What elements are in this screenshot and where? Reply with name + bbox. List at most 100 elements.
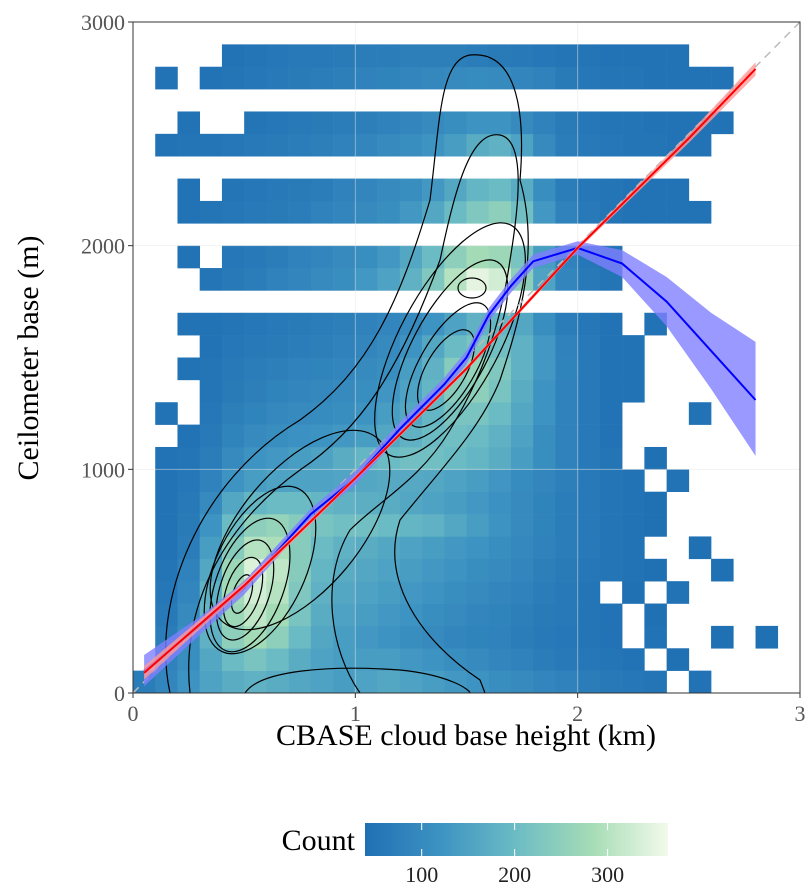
heatmap-cell	[599, 312, 623, 336]
heatmap-cell	[510, 111, 534, 135]
heatmap-cell	[711, 625, 734, 649]
heatmap-cell	[666, 111, 690, 135]
heatmap-cell	[244, 603, 267, 627]
heatmap-cell	[399, 536, 423, 560]
heatmap-cell	[533, 133, 556, 157]
heatmap-cell	[577, 402, 601, 425]
heatmap-cell	[399, 469, 423, 492]
heatmap-cell	[444, 670, 467, 694]
heatmap-cell	[288, 491, 312, 515]
heatmap-cell	[533, 424, 556, 448]
heatmap-cell	[155, 603, 178, 627]
heatmap-cell	[622, 491, 645, 515]
contour	[209, 517, 291, 653]
heatmap-cell	[688, 66, 712, 90]
heatmap-cell	[599, 357, 623, 381]
heatmap-cell	[333, 268, 356, 291]
heatmap-cell	[466, 178, 490, 202]
heatmap-cell	[599, 603, 623, 627]
heatmap-cell	[622, 357, 645, 381]
heatmap-cell	[533, 335, 556, 358]
heatmap-cell	[533, 581, 556, 604]
heatmap-cell	[622, 44, 645, 68]
heatmap-cell	[688, 133, 712, 157]
heatmap-cell	[622, 335, 645, 358]
heatmap-cell	[622, 514, 645, 537]
heatmap-cell	[355, 66, 378, 90]
heatmap-cell	[555, 44, 578, 68]
heatmap-cell	[399, 446, 423, 470]
heatmap-cell	[533, 200, 556, 224]
heatmap-cell	[333, 379, 356, 403]
heatmap-cell	[266, 491, 289, 515]
heatmap-cell	[266, 44, 289, 68]
heatmap-cell	[488, 670, 512, 694]
heatmap-cell	[422, 514, 445, 537]
heatmap-cell	[244, 335, 267, 358]
heatmap-cell	[399, 111, 423, 135]
heatmap-cell	[221, 491, 245, 515]
heatmap-cell	[666, 44, 690, 68]
heatmap-cell	[666, 648, 690, 671]
heatmap-cell	[510, 558, 534, 582]
heatmap-cell	[221, 245, 245, 269]
heatmap-cell	[422, 446, 445, 470]
heatmap-cell	[644, 200, 667, 224]
heatmap-cell	[155, 581, 178, 604]
heatmap-cell	[422, 491, 445, 515]
heatmap-cell	[355, 133, 378, 157]
contour	[374, 222, 526, 458]
heatmap-cell	[244, 648, 267, 671]
heatmap-cell	[266, 625, 289, 649]
heatmap-cell	[599, 111, 623, 135]
heatmap-cell	[555, 558, 578, 582]
heatmap-cell	[533, 558, 556, 582]
colorbar-tick-label: 100	[405, 862, 438, 887]
heatmap-cell	[288, 424, 312, 448]
heatmap-cell	[644, 625, 667, 649]
heatmap-cell	[488, 491, 512, 515]
colorbar	[365, 823, 668, 856]
heatmap-cell	[488, 625, 512, 649]
heatmap-cell	[177, 514, 200, 537]
heatmap-cell	[466, 603, 490, 627]
heatmap-cell	[399, 200, 423, 224]
heatmap-cell	[422, 357, 445, 381]
heatmap-cell	[488, 648, 512, 671]
heatmap-cell	[599, 514, 623, 537]
heatmap-cell	[177, 357, 200, 381]
heatmap-cell	[555, 424, 578, 448]
heatmap-cell	[333, 245, 356, 269]
heatmap-cell	[577, 357, 601, 381]
heatmap-cell	[244, 469, 267, 492]
heatmap-cell	[310, 514, 334, 537]
heatmap-cell	[510, 536, 534, 560]
heatmap-cell	[199, 514, 223, 537]
heatmap-cell	[377, 625, 401, 649]
heatmap-cell	[199, 66, 223, 90]
heatmap-cell	[444, 178, 467, 202]
heatmap-cell	[377, 514, 401, 537]
heatmap-cell	[377, 200, 401, 224]
heatmap-cell	[355, 536, 378, 560]
heatmap-cell	[310, 111, 334, 135]
heatmap-cell	[466, 469, 490, 492]
heatmap-cell	[221, 133, 245, 157]
heatmap-cell	[555, 491, 578, 515]
contour	[457, 277, 487, 299]
heatmap-cell	[555, 66, 578, 90]
heatmap-cell	[488, 514, 512, 537]
heatmap-cell	[533, 670, 556, 694]
heatmap-cell	[266, 178, 289, 202]
heatmap-cell	[510, 603, 534, 627]
heatmap-cell	[510, 402, 534, 425]
heatmap-cell	[622, 66, 645, 90]
heatmap-cell	[510, 312, 534, 336]
heatmap-cell	[310, 625, 334, 649]
heatmap-cell	[310, 44, 334, 68]
heatmap-cell	[644, 178, 667, 202]
heatmap-cell	[422, 581, 445, 604]
heatmap-cell	[533, 402, 556, 425]
heatmap-cell	[555, 670, 578, 694]
heatmap-cell	[466, 514, 490, 537]
